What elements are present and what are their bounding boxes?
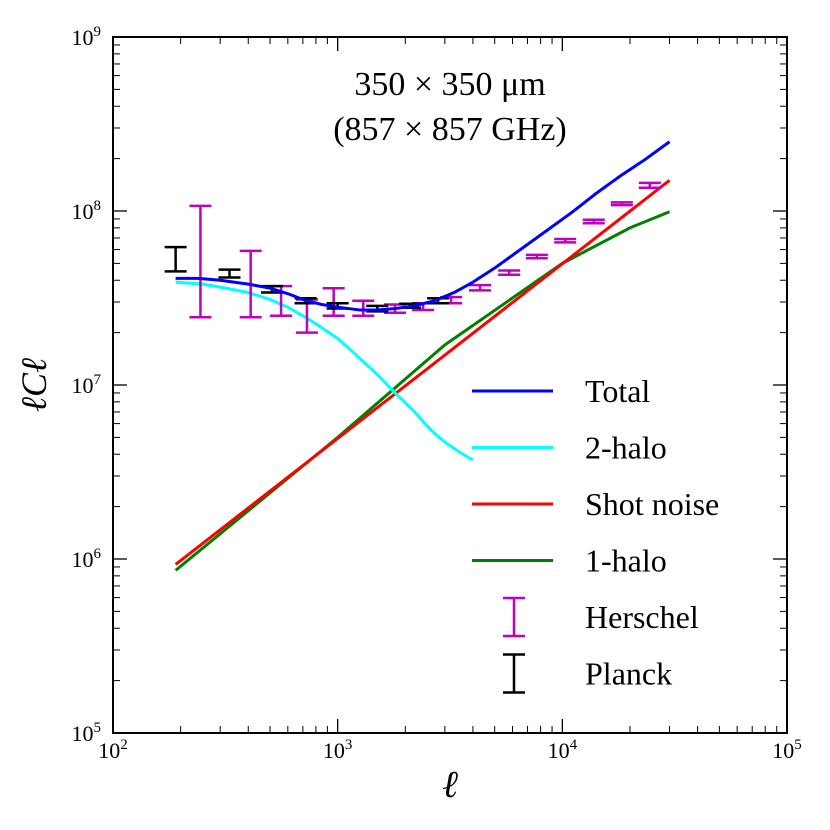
errorbar-point: [218, 268, 241, 279]
errorbar-point: [554, 237, 577, 244]
x-tick-label: 103: [323, 737, 353, 763]
series-herschel: [189, 181, 661, 334]
legend-label: 2-halo: [585, 430, 667, 466]
legend-label: Total: [585, 373, 650, 409]
y-tick-label: 108: [72, 198, 102, 224]
legend-item-2-halo: 2-halo: [472, 430, 667, 466]
errorbar-point: [322, 286, 345, 318]
y-axis-label: ℓCℓ: [14, 358, 54, 412]
errorbar-point: [468, 283, 491, 292]
errorbar-point: [525, 253, 548, 260]
chart-title-line2: (857 × 857 GHz): [333, 111, 567, 148]
y-tick-label: 106: [72, 546, 102, 572]
legend-item-total: Total: [472, 373, 650, 409]
series-line-2-halo: [175, 280, 474, 462]
errorbar-point: [164, 245, 187, 273]
y-tick-label: 107: [72, 372, 102, 398]
errorbar-point: [189, 204, 212, 319]
series-line-shot-noise: [174, 179, 671, 566]
errorbar-point: [582, 218, 605, 225]
legend-label: Herschel: [585, 599, 699, 635]
legend-item-1-halo: 1-halo: [472, 543, 667, 579]
x-axis-label: ℓ: [442, 764, 458, 806]
chart-title-line1: 350 × 350 μm: [354, 66, 545, 103]
legend-item-shot-noise: Shot noise: [472, 486, 719, 522]
plot-area: [164, 140, 671, 572]
legend: Total 2-halo Shot noise 1-halo Herschel Planc…: [472, 373, 719, 694]
legend-item-herschel: Herschel: [503, 596, 699, 638]
legend-label: Planck: [585, 656, 672, 692]
legend-item-planck: Planck: [503, 653, 672, 694]
x-tick-label: 104: [548, 737, 578, 763]
series-line-total: [175, 140, 671, 312]
errorbar-point: [610, 201, 633, 207]
errorbar-point: [352, 299, 375, 318]
y-tick-label: 109: [72, 24, 102, 50]
errorbar-point: [638, 181, 661, 190]
y-tick-label: 105: [72, 720, 102, 746]
x-tick-label: 105: [772, 737, 802, 763]
errorbar-point: [498, 269, 521, 277]
legend-label: 1-halo: [585, 543, 667, 579]
tick-layer: 102 103 104 105 105 106 107 108 109: [72, 24, 802, 763]
minor-ticks: [113, 37, 787, 733]
x-tick-label: 102: [98, 737, 128, 763]
series-layer: [164, 140, 671, 572]
legend-label: Shot noise: [585, 486, 719, 522]
